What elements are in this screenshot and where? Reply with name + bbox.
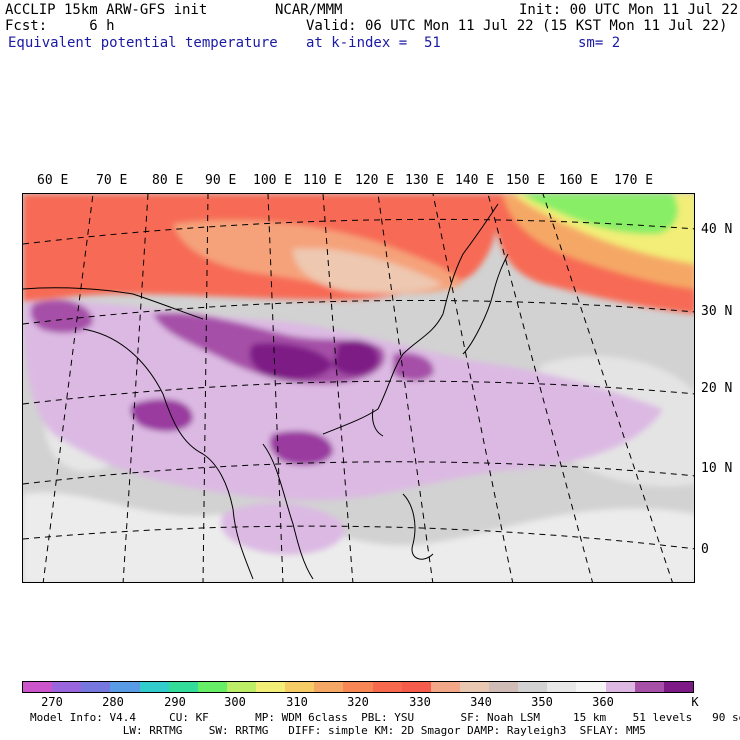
colorbar-swatch — [518, 682, 548, 692]
header-title: ACCLIP 15km ARW-GFS init — [5, 2, 208, 18]
colorbar-tick-label: 360 — [592, 695, 614, 709]
header-forecast-hour: Fcst: 6 h — [5, 18, 115, 34]
colorbar-unit: K — [691, 695, 699, 709]
colorbar-swatch — [489, 682, 519, 692]
model-info-line2: LW: RRTMG SW: RRTMG DIFF: simple KM: 2D … — [30, 724, 646, 737]
model-level: at k-index = 51 — [306, 35, 441, 51]
longitude-label: 100 E — [253, 173, 293, 188]
longitude-label: 140 E — [455, 173, 495, 188]
latitude-label: 0 — [701, 542, 709, 557]
colorbar-swatch — [401, 682, 431, 692]
field-lavender-patch — [220, 503, 345, 555]
colorbar-swatch — [605, 682, 635, 692]
field-purple-core — [249, 342, 333, 380]
colorbar-tick-label: 320 — [347, 695, 369, 709]
colorbar-swatch — [547, 682, 577, 692]
latitude-label: 10 N — [701, 461, 733, 476]
longitude-label: 130 E — [405, 173, 445, 188]
field-purple-patch — [130, 399, 193, 432]
colorbar-swatch — [634, 682, 664, 692]
latitude-label: 40 N — [701, 222, 733, 237]
field-pale-north — [293, 248, 443, 294]
colorbar-tick-label: 300 — [224, 695, 246, 709]
colorbar-tick-label: 290 — [164, 695, 186, 709]
longitude-label: 110 E — [303, 173, 343, 188]
longitude-label: 80 E — [152, 173, 184, 188]
model-info-line1: Model Info: V4.4 CU: KF MP: WDM 6class P… — [30, 711, 740, 724]
field-purple-patch — [269, 430, 333, 466]
field-purple-patch — [30, 300, 93, 334]
colorbar-swatch — [52, 682, 82, 692]
colorbar-swatch — [197, 682, 227, 692]
field-lavender-band — [23, 301, 663, 501]
colorbar-swatch — [459, 682, 489, 692]
colorbar-swatch — [23, 682, 53, 692]
colorbar-tick-label: 310 — [286, 695, 308, 709]
field-name: Equivalent potential temperature — [8, 35, 278, 51]
longitude-label: 120 E — [355, 173, 395, 188]
colorbar-tick-label: 350 — [531, 695, 553, 709]
header-init-time: Init: 00 UTC Mon 11 Jul 22 — [519, 2, 739, 18]
colorbar-swatch — [81, 682, 111, 692]
colorbar-swatch — [314, 682, 344, 692]
graticule — [23, 194, 694, 582]
colorbar-swatch — [343, 682, 373, 692]
colorbar — [22, 681, 694, 693]
longitude-label: 70 E — [96, 173, 128, 188]
smoothing-value: sm= 2 — [578, 35, 621, 51]
field-purple-core — [333, 340, 379, 376]
colorbar-swatch — [576, 682, 606, 692]
colorbar-swatch — [168, 682, 198, 692]
longitude-label: 160 E — [559, 173, 599, 188]
colorbar-tick-label: 340 — [470, 695, 492, 709]
coastlines — [23, 203, 509, 580]
colorbar-tick-label: 280 — [102, 695, 124, 709]
colorbar-swatch — [372, 682, 402, 692]
longitude-label: 60 E — [37, 173, 69, 188]
field-light-patch — [23, 492, 694, 582]
colorbar-swatch — [285, 682, 315, 692]
colorbar-swatch — [110, 682, 140, 692]
longitude-label: 170 E — [614, 173, 654, 188]
longitude-label: 150 E — [506, 173, 546, 188]
header-valid-time: Valid: 06 UTC Mon 11 Jul 22 (15 KST Mon … — [306, 18, 728, 34]
theta-e-map — [23, 194, 694, 582]
colorbar-tick-label: 270 — [41, 695, 63, 709]
longitude-label: 90 E — [205, 173, 237, 188]
latitude-label: 30 N — [701, 304, 733, 319]
colorbar-swatch — [139, 682, 169, 692]
field-green-east — [523, 194, 678, 235]
colorbar-swatch — [663, 682, 693, 692]
colorbar-swatch — [226, 682, 256, 692]
colorbar-tick-label: 330 — [409, 695, 431, 709]
latitude-label: 20 N — [701, 381, 733, 396]
colorbar-swatch — [256, 682, 286, 692]
header-source: NCAR/MMM — [275, 2, 343, 18]
map-panel — [22, 193, 695, 583]
colorbar-swatch — [430, 682, 460, 692]
